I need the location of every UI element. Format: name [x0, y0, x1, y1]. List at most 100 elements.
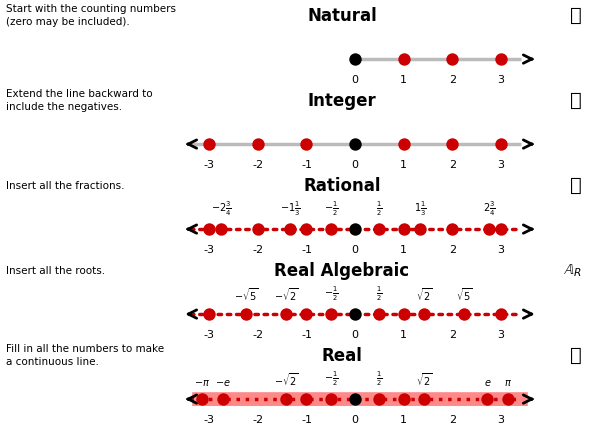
Point — [350, 396, 360, 402]
Text: -1: -1 — [301, 245, 312, 255]
Point — [302, 141, 311, 147]
Point — [496, 226, 506, 232]
Point — [302, 226, 311, 232]
Point — [205, 141, 214, 147]
Text: -2: -2 — [252, 330, 263, 340]
Point — [374, 311, 384, 317]
Text: Start with the counting numbers
(zero may be included).: Start with the counting numbers (zero ma… — [6, 4, 176, 27]
Text: $-e$: $-e$ — [215, 377, 231, 388]
Point — [326, 226, 335, 232]
Text: 3: 3 — [497, 160, 505, 170]
Text: $-\frac{1}{2}$: $-\frac{1}{2}$ — [323, 284, 338, 303]
Text: $-2\frac{3}{4}$: $-2\frac{3}{4}$ — [211, 199, 232, 218]
Point — [205, 226, 214, 232]
Text: 1: 1 — [400, 245, 407, 255]
Point — [302, 396, 311, 402]
Point — [281, 396, 291, 402]
Point — [281, 311, 291, 317]
Point — [399, 396, 409, 402]
Text: 0: 0 — [352, 160, 359, 170]
Text: $-1\frac{1}{3}$: $-1\frac{1}{3}$ — [280, 199, 301, 218]
Text: 3: 3 — [497, 330, 505, 340]
Text: 3: 3 — [497, 245, 505, 255]
Text: -3: -3 — [203, 415, 215, 425]
Point — [350, 56, 360, 62]
Text: 2: 2 — [449, 75, 456, 85]
Text: $-\sqrt{2}$: $-\sqrt{2}$ — [274, 371, 299, 388]
Text: -1: -1 — [301, 330, 312, 340]
Text: 1: 1 — [400, 160, 407, 170]
Text: Natural: Natural — [307, 7, 377, 25]
Text: $\mathbb{A}_R$: $\mathbb{A}_R$ — [563, 262, 582, 279]
Point — [253, 141, 263, 147]
Text: 1: 1 — [400, 75, 407, 85]
Point — [374, 396, 384, 402]
Text: $-\pi$: $-\pi$ — [194, 377, 211, 388]
Text: 1: 1 — [400, 415, 407, 425]
Text: -2: -2 — [252, 415, 263, 425]
Text: Insert all the roots.: Insert all the roots. — [6, 266, 105, 276]
Text: $\sqrt{5}$: $\sqrt{5}$ — [455, 286, 472, 303]
Point — [448, 56, 457, 62]
Text: $-\sqrt{5}$: $-\sqrt{5}$ — [234, 286, 259, 303]
Point — [218, 396, 227, 402]
Text: $\frac{1}{2}$: $\frac{1}{2}$ — [376, 369, 383, 388]
Text: $\frac{1}{2}$: $\frac{1}{2}$ — [376, 199, 383, 218]
Text: ℕ: ℕ — [570, 7, 582, 25]
Point — [242, 311, 251, 317]
Text: Insert all the fractions.: Insert all the fractions. — [6, 181, 125, 191]
Point — [503, 396, 513, 402]
Text: -1: -1 — [301, 160, 312, 170]
Point — [286, 226, 295, 232]
Text: -3: -3 — [203, 330, 215, 340]
Text: Real: Real — [322, 347, 362, 365]
Point — [399, 141, 409, 147]
Point — [484, 226, 494, 232]
Point — [459, 311, 469, 317]
Point — [448, 141, 457, 147]
Text: 0: 0 — [352, 245, 359, 255]
Text: -2: -2 — [252, 160, 263, 170]
Text: 0: 0 — [352, 415, 359, 425]
Point — [374, 226, 384, 232]
Text: ℚ: ℚ — [570, 177, 582, 195]
Text: 2: 2 — [449, 415, 456, 425]
Point — [399, 226, 409, 232]
Point — [197, 396, 207, 402]
Text: $\sqrt{2}$: $\sqrt{2}$ — [416, 371, 432, 388]
Point — [496, 141, 506, 147]
Point — [350, 226, 360, 232]
Text: Real Algebraic: Real Algebraic — [274, 262, 410, 280]
Text: -1: -1 — [301, 415, 312, 425]
Point — [419, 396, 429, 402]
Text: $-\sqrt{2}$: $-\sqrt{2}$ — [274, 286, 299, 303]
Point — [496, 56, 506, 62]
Text: 2: 2 — [449, 160, 456, 170]
Text: 2: 2 — [449, 245, 456, 255]
Text: Rational: Rational — [303, 177, 381, 195]
Point — [350, 141, 360, 147]
Point — [399, 311, 409, 317]
Text: -3: -3 — [203, 245, 215, 255]
Text: -3: -3 — [203, 160, 215, 170]
Point — [217, 226, 226, 232]
Point — [302, 311, 311, 317]
Text: 2: 2 — [449, 330, 456, 340]
Point — [350, 311, 360, 317]
Text: 0: 0 — [352, 75, 359, 85]
Text: -2: -2 — [252, 245, 263, 255]
Text: Fill in all the numbers to make
a continuous line.: Fill in all the numbers to make a contin… — [6, 344, 164, 367]
Point — [482, 396, 492, 402]
Text: $e$: $e$ — [484, 377, 491, 388]
Text: Integer: Integer — [308, 92, 376, 110]
FancyBboxPatch shape — [192, 392, 528, 406]
Point — [326, 311, 335, 317]
Text: $2\frac{3}{4}$: $2\frac{3}{4}$ — [482, 199, 495, 218]
Text: Extend the line backward to
include the negatives.: Extend the line backward to include the … — [6, 89, 152, 112]
Point — [253, 226, 263, 232]
Text: 1: 1 — [400, 330, 407, 340]
Text: 3: 3 — [497, 415, 505, 425]
Text: 3: 3 — [497, 75, 505, 85]
Point — [205, 311, 214, 317]
Point — [496, 311, 506, 317]
